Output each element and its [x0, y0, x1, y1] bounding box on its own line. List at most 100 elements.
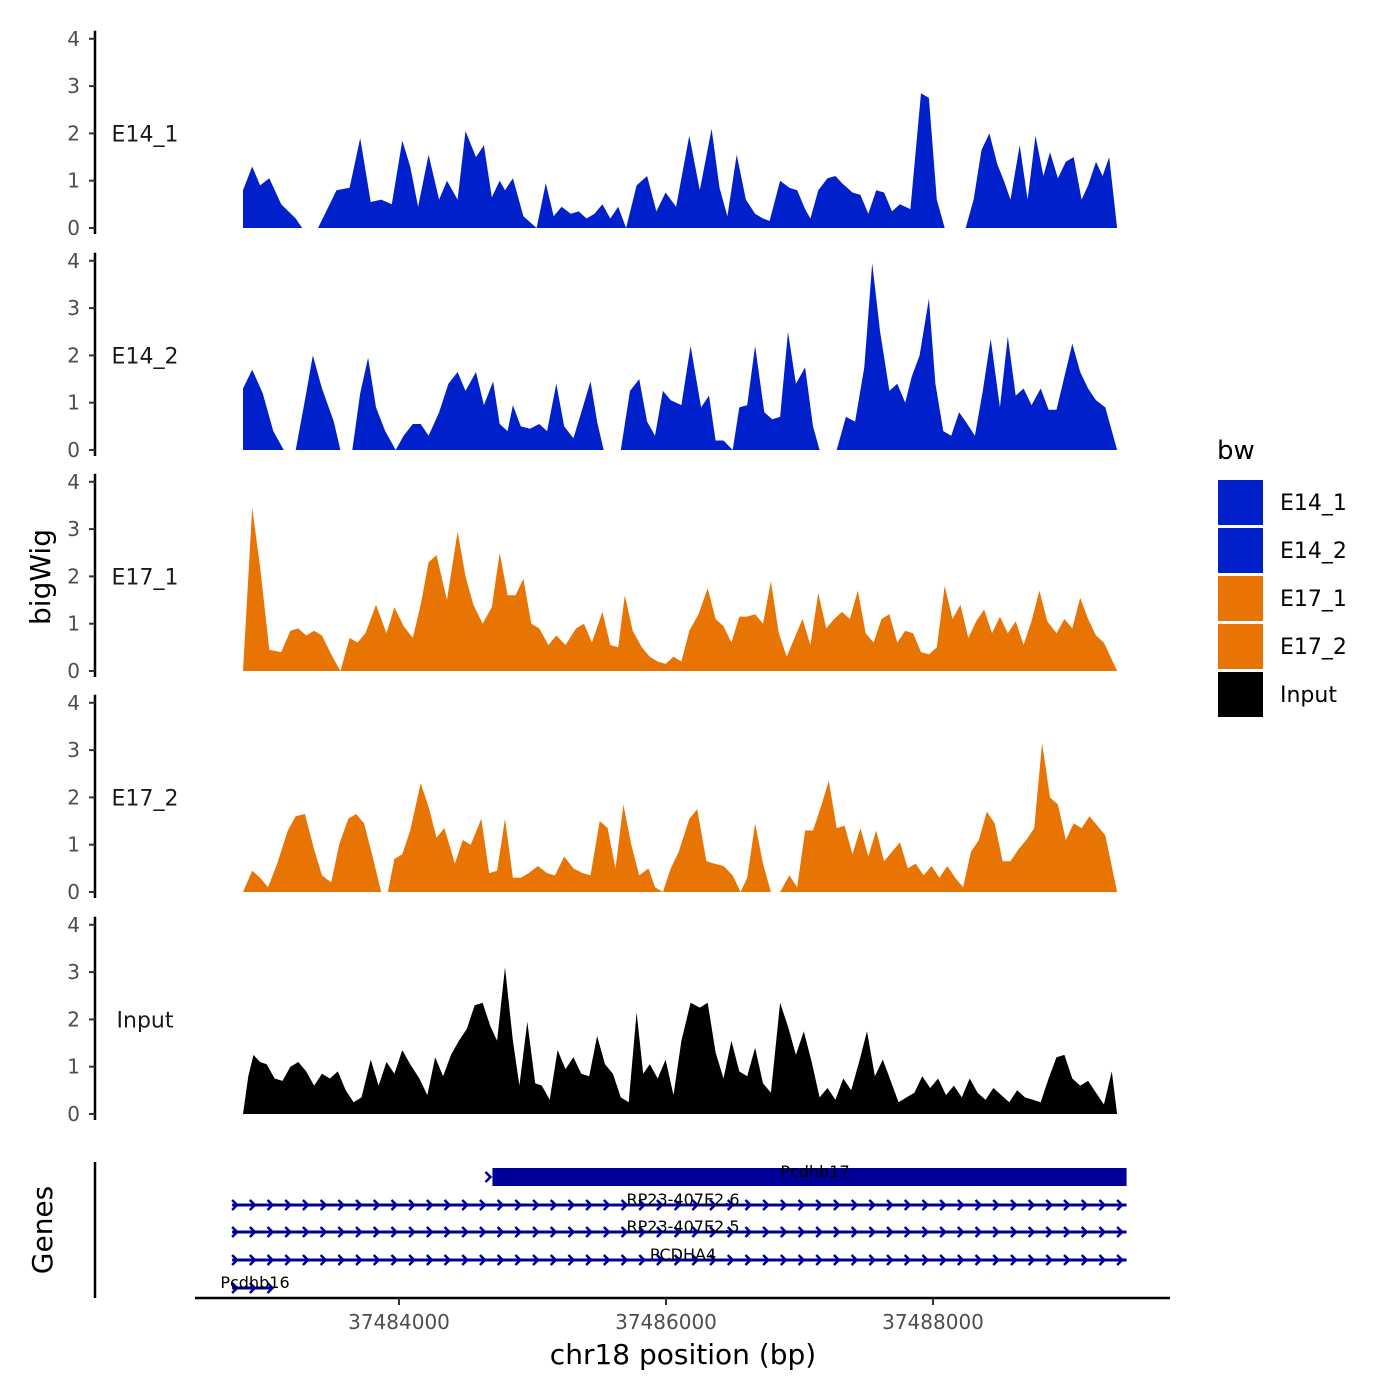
- strand-arrow: [709, 1226, 717, 1238]
- legend-item-e14-2: E14_2: [1218, 528, 1347, 573]
- y-tick-label: 3: [67, 738, 80, 762]
- gene-label: Pcdhb16: [220, 1273, 289, 1292]
- strand-arrow: [514, 1254, 523, 1266]
- y-tick-label: 0: [67, 880, 80, 904]
- strand-arrow: [903, 1226, 912, 1238]
- strand-arrow: [284, 1199, 292, 1211]
- strand-arrow: [585, 1254, 593, 1266]
- strand-arrow: [390, 1199, 399, 1211]
- strand-arrow: [691, 1226, 700, 1238]
- strand-arrow: [833, 1226, 841, 1238]
- gene-rp23-407e2-5: RP23-407E2.5: [231, 1217, 1127, 1238]
- strand-arrow: [532, 1254, 540, 1266]
- strand-arrow: [921, 1254, 930, 1266]
- y-tick-label: 2: [67, 1007, 80, 1031]
- signal-area: [243, 507, 1118, 671]
- strand-arrow: [248, 1254, 257, 1266]
- strand-arrow: [939, 1226, 947, 1238]
- strand-arrow: [886, 1199, 894, 1211]
- strand-arrow: [585, 1199, 593, 1211]
- strand-arrow: [425, 1199, 434, 1211]
- gene-pcdha4: PCDHA4: [231, 1245, 1127, 1266]
- y-tick-label: 4: [67, 27, 80, 51]
- strand-arrow: [302, 1199, 310, 1211]
- strand-arrow: [1010, 1226, 1018, 1238]
- strand-arrow: [514, 1226, 523, 1238]
- strand-arrow: [974, 1254, 983, 1266]
- signal-area: [243, 967, 1118, 1114]
- strand-arrow: [620, 1226, 629, 1238]
- strand-arrow: [709, 1254, 717, 1266]
- gene-label: Pcdhb17: [780, 1162, 849, 1181]
- strand-arrow: [956, 1226, 965, 1238]
- strand-arrow: [691, 1199, 700, 1211]
- strand-arrow: [567, 1226, 576, 1238]
- track-label: E14_1: [112, 122, 179, 147]
- strand-arrow: [797, 1254, 806, 1266]
- strand-arrow: [779, 1199, 788, 1211]
- y-tick-label: 0: [67, 216, 80, 240]
- strand-arrow: [744, 1199, 753, 1211]
- strand-arrow: [355, 1254, 363, 1266]
- gene-label: RP23-407E2.5: [627, 1217, 740, 1236]
- strand-arrow: [850, 1254, 859, 1266]
- strand-arrow: [1045, 1226, 1054, 1238]
- gene-rp23-407e2-6: RP23-407E2.6: [231, 1190, 1127, 1211]
- y-tick-label: 3: [67, 74, 80, 98]
- y-tick-label: 2: [67, 343, 80, 367]
- y-tick-label: 2: [67, 564, 80, 588]
- strand-arrow: [992, 1199, 1000, 1211]
- y-tick-label: 3: [67, 296, 80, 320]
- strand-arrow: [1027, 1254, 1036, 1266]
- strand-arrow: [939, 1199, 947, 1211]
- strand-arrow: [638, 1226, 646, 1238]
- strand-arrow: [726, 1199, 735, 1211]
- strand-arrow: [372, 1226, 381, 1238]
- x-axis-title: chr18 position (bp): [550, 1338, 816, 1371]
- strand-arrow: [532, 1226, 540, 1238]
- track-e17-1: 0 1 2 3 4 E17_1: [67, 470, 1118, 683]
- strand-arrow: [1080, 1226, 1089, 1238]
- strand-arrow: [248, 1226, 257, 1238]
- legend-swatch: [1218, 480, 1263, 525]
- legend-swatch: [1218, 672, 1263, 717]
- strand-arrow: [567, 1199, 576, 1211]
- y-tick-label: 2: [67, 121, 80, 145]
- strand-arrow: [266, 1226, 275, 1238]
- y-tick-label: 4: [67, 913, 80, 937]
- strand-arrow: [443, 1254, 452, 1266]
- legend-swatch: [1218, 624, 1263, 669]
- strand-arrow: [461, 1254, 469, 1266]
- y-tick-label: 2: [67, 785, 80, 809]
- strand-arrow: [673, 1199, 682, 1211]
- y-tick-label: 1: [67, 833, 80, 857]
- signal-area: [620, 331, 820, 450]
- y-tick-label: 4: [67, 249, 80, 273]
- strand-arrow: [620, 1254, 629, 1266]
- strand-arrow: [673, 1226, 682, 1238]
- legend-swatch: [1218, 528, 1263, 573]
- signal-area: [243, 166, 303, 228]
- legend-item-e17-2: E17_2: [1218, 624, 1347, 669]
- strand-arrow: [479, 1199, 487, 1211]
- strand-arrow: [408, 1254, 416, 1266]
- legend-item-e17-1: E17_1: [1218, 576, 1347, 621]
- strand-arrow: [1098, 1254, 1107, 1266]
- strand-arrow: [1045, 1199, 1054, 1211]
- strand-arrow: [266, 1199, 275, 1211]
- strand-arrow: [602, 1199, 611, 1211]
- strand-arrow: [479, 1226, 487, 1238]
- y-tick-label: 0: [67, 659, 80, 683]
- x-ticks: 37484000 37486000 37488000: [348, 1298, 984, 1334]
- strand-arrow: [974, 1199, 983, 1211]
- strand-arrow: [372, 1254, 381, 1266]
- track-e17-2: 0 1 2 3 4 E17_2: [67, 691, 1118, 904]
- legend-items: E14_1 E14_2 E17_1 E17_2 Input: [1218, 480, 1347, 717]
- strand-arrow: [815, 1254, 823, 1266]
- strand-arrow: [408, 1226, 416, 1238]
- strand-arrow: [1063, 1254, 1071, 1266]
- y-tick-label: 1: [67, 612, 80, 636]
- strand-arrow: [673, 1254, 682, 1266]
- x-tick-label: 37488000: [882, 1310, 984, 1334]
- strand-arrow: [602, 1226, 611, 1238]
